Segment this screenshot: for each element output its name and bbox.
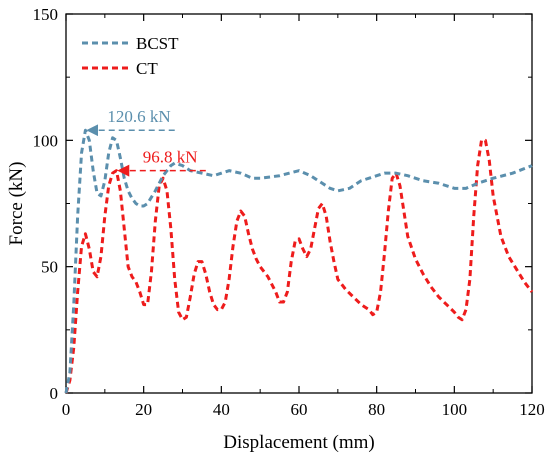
x-axis-title: Displacement (mm) <box>223 432 374 453</box>
y-axis-title: Force (kN) <box>6 162 27 246</box>
y-tick-label: 100 <box>33 131 59 150</box>
x-tick-label: 60 <box>291 400 308 419</box>
legend: BCST CT <box>82 34 179 78</box>
x-tick-label: 0 <box>62 400 71 419</box>
series-line-bcst <box>64 128 533 394</box>
y-tick-label: 50 <box>41 258 58 277</box>
axis-ticks: 0 20 40 60 80 100 120 0 50 100 150 <box>33 5 545 419</box>
peak-annotations: 120.6 kN 96.8 kN <box>86 107 206 177</box>
legend-label-ct: CT <box>136 59 158 78</box>
y-tick-label: 150 <box>33 5 59 24</box>
series-line-ct <box>64 138 534 394</box>
peak-annotation-label: 120.6 kN <box>107 107 170 126</box>
x-tick-label: 100 <box>442 400 468 419</box>
legend-label-bcst: BCST <box>136 34 179 53</box>
y-tick-label: 0 <box>50 384 59 403</box>
x-tick-label: 80 <box>368 400 385 419</box>
series-lines <box>64 128 534 394</box>
x-tick-label: 40 <box>213 400 230 419</box>
peak-annotation-label: 96.8 kN <box>143 148 198 167</box>
x-tick-label: 120 <box>519 400 545 419</box>
x-tick-label: 20 <box>135 400 152 419</box>
